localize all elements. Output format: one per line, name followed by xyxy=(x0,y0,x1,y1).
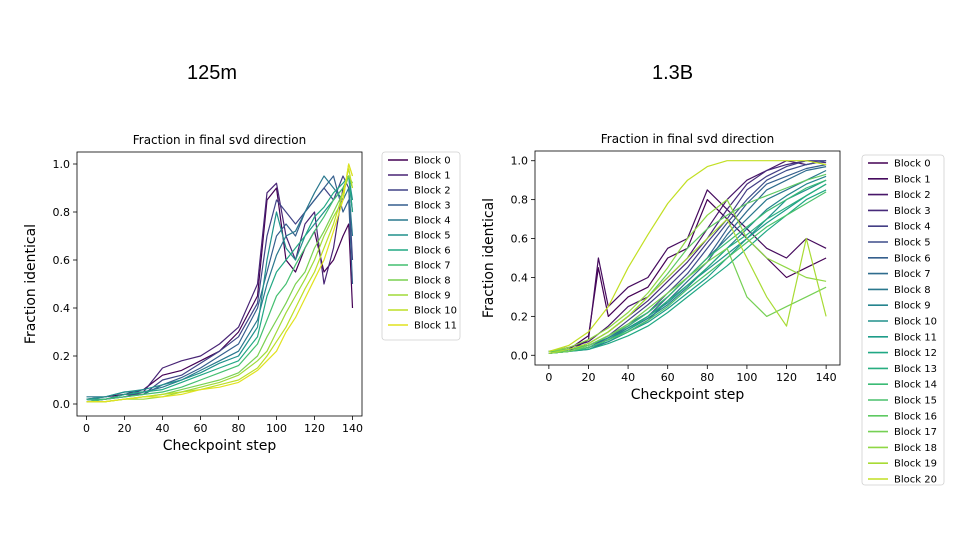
x-axis-label: Checkpoint step xyxy=(163,438,277,454)
legend-entry: Block 0 xyxy=(894,159,931,170)
legend-entry: Block 10 xyxy=(414,306,457,317)
y-axis-label: Fraction identical xyxy=(23,224,39,344)
x-tick-label: 0 xyxy=(545,371,552,384)
x-tick-label: 80 xyxy=(232,422,246,435)
legend-entry: Block 3 xyxy=(414,201,451,212)
legend-entry: Block 20 xyxy=(894,475,937,486)
x-tick-label: 60 xyxy=(661,371,675,384)
y-tick-label: 0.2 xyxy=(53,350,71,363)
legend-entry: Block 9 xyxy=(894,301,931,312)
legend-entry: Block 19 xyxy=(894,459,937,470)
x-tick-label: 120 xyxy=(776,371,797,384)
legend-entry: Block 3 xyxy=(894,206,931,217)
y-tick-label: 0.0 xyxy=(511,349,529,362)
legend-entry: Block 10 xyxy=(894,317,937,328)
y-tick-label: 1.0 xyxy=(53,158,71,171)
legend-entry: Block 1 xyxy=(894,174,931,185)
legend-entry: Block 11 xyxy=(894,332,937,343)
y-tick-label: 0.8 xyxy=(511,194,529,207)
y-tick-label: 0.2 xyxy=(511,310,529,323)
series-line xyxy=(548,183,827,354)
legend-entry: Block 7 xyxy=(894,269,931,280)
series-line xyxy=(548,218,827,354)
x-axis-label: Checkpoint step xyxy=(631,387,745,403)
series-line xyxy=(548,189,827,354)
plot-frame xyxy=(76,151,363,417)
series-line xyxy=(548,189,827,352)
legend-entry: Block 6 xyxy=(414,246,451,257)
series-line xyxy=(86,175,354,400)
left-chart-heading: 125m xyxy=(187,62,238,84)
legend-entry: Block 16 xyxy=(894,411,937,422)
y-tick-label: 1.0 xyxy=(511,155,529,168)
legend-entry: Block 9 xyxy=(414,291,451,302)
series-line xyxy=(548,247,827,354)
series-line xyxy=(548,166,827,354)
legend-entry: Block 18 xyxy=(894,443,937,454)
legend-entry: Block 2 xyxy=(414,186,451,197)
y-axis-label: Fraction identical xyxy=(481,198,497,318)
x-tick-label: 40 xyxy=(621,371,635,384)
legend-box xyxy=(861,154,945,486)
y-tick-label: 0.6 xyxy=(511,233,529,246)
series-line xyxy=(548,191,827,354)
legend-entry: Block 4 xyxy=(414,216,451,227)
series-line xyxy=(86,175,354,403)
series-line xyxy=(86,163,354,403)
series-line xyxy=(86,168,354,403)
series-line xyxy=(86,175,354,400)
legend-entry: Block 2 xyxy=(894,190,931,201)
legend-box xyxy=(381,151,461,341)
legend-entry: Block 17 xyxy=(894,427,937,438)
y-tick-label: 0.0 xyxy=(53,398,71,411)
x-tick-label: 100 xyxy=(736,371,757,384)
legend-entry: Block 5 xyxy=(894,238,931,249)
chart-title: Fraction in final svd direction xyxy=(133,133,307,147)
legend-entry: Block 5 xyxy=(414,231,451,242)
x-tick-label: 140 xyxy=(342,422,363,435)
series-line xyxy=(86,163,354,403)
legend-entry: Block 15 xyxy=(894,396,937,407)
plot-frame xyxy=(534,150,841,366)
legend-entry: Block 8 xyxy=(894,285,931,296)
series-line xyxy=(86,175,354,400)
legend-entry: Block 6 xyxy=(894,253,931,264)
series-line xyxy=(548,160,827,352)
chart-title: Fraction in final svd direction xyxy=(601,132,775,146)
y-tick-label: 0.4 xyxy=(511,271,529,284)
x-tick-label: 0 xyxy=(83,422,90,435)
right-chart-heading: 1.3B xyxy=(652,62,694,84)
legend-entry: Block 12 xyxy=(894,348,937,359)
legend-entry: Block 1 xyxy=(414,171,451,182)
y-tick-label: 0.8 xyxy=(53,206,71,219)
y-tick-label: 0.4 xyxy=(53,302,71,315)
x-tick-label: 140 xyxy=(816,371,837,384)
legend-entry: Block 0 xyxy=(414,156,451,167)
x-tick-label: 20 xyxy=(581,371,595,384)
x-tick-label: 100 xyxy=(266,422,287,435)
series-line xyxy=(548,199,827,352)
legend-entry: Block 4 xyxy=(894,222,931,233)
x-tick-label: 20 xyxy=(118,422,132,435)
y-tick-label: 0.6 xyxy=(53,254,71,267)
legend-entry: Block 11 xyxy=(414,321,457,332)
legend-entry: Block 8 xyxy=(414,276,451,287)
x-tick-label: 120 xyxy=(304,422,325,435)
x-tick-label: 40 xyxy=(156,422,170,435)
series-line xyxy=(86,175,354,403)
series-line xyxy=(86,175,354,398)
legend-entry: Block 7 xyxy=(414,261,451,272)
legend-entry: Block 14 xyxy=(894,380,937,391)
legend-entry: Block 13 xyxy=(894,364,937,375)
x-tick-label: 80 xyxy=(700,371,714,384)
x-tick-label: 60 xyxy=(194,422,208,435)
